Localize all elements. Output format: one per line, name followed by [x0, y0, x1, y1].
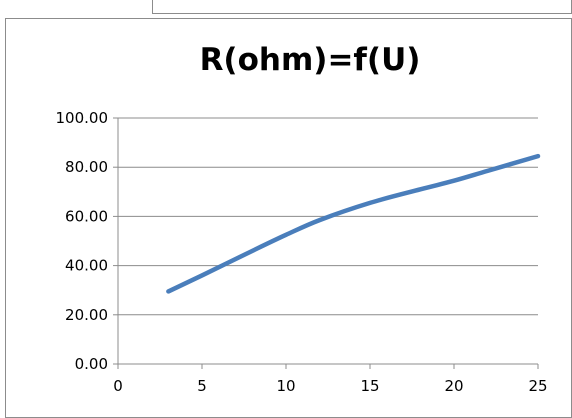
y-tick-label-5: 100.00 [56, 109, 109, 127]
data-point-0-8 [486, 169, 490, 173]
data-point-0-3 [284, 233, 288, 237]
x-tick-label-5: 25 [528, 377, 547, 395]
data-point-0-9 [536, 154, 540, 158]
x-tick-label-2: 10 [276, 377, 295, 395]
y-tick-label-3: 60.00 [65, 207, 108, 225]
y-tick-label-1: 20.00 [65, 306, 108, 324]
y-tick-label-4: 80.00 [65, 158, 108, 176]
data-point-0-7 [452, 179, 456, 183]
data-point-0-4 [318, 218, 322, 222]
x-tick-label-4: 20 [444, 377, 463, 395]
label-layer: 0.00 20.00 40.00 60.00 80.00 100.00 0 5 10 15 20 25 [56, 109, 548, 395]
data-point-0-2 [250, 249, 254, 253]
y-tick-label-0: 0.00 [75, 355, 108, 373]
series-line-0 [166, 153, 541, 294]
series-layer [166, 153, 541, 294]
data-point-0-1 [200, 273, 204, 277]
x-tick-label-1: 5 [197, 377, 207, 395]
axis-layer [113, 117, 539, 369]
data-point-0-6 [418, 187, 422, 191]
grid-layer [118, 117, 538, 316]
chart-title: R(ohm)=f(U) [200, 42, 421, 78]
x-tick-label-3: 15 [360, 377, 379, 395]
data-point-0-5 [368, 201, 372, 205]
chart-area[interactable] [5, 18, 572, 418]
y-tick-label-2: 40.00 [65, 257, 108, 275]
data-point-0-0 [166, 289, 170, 293]
x-tick-label-0: 0 [113, 377, 123, 395]
